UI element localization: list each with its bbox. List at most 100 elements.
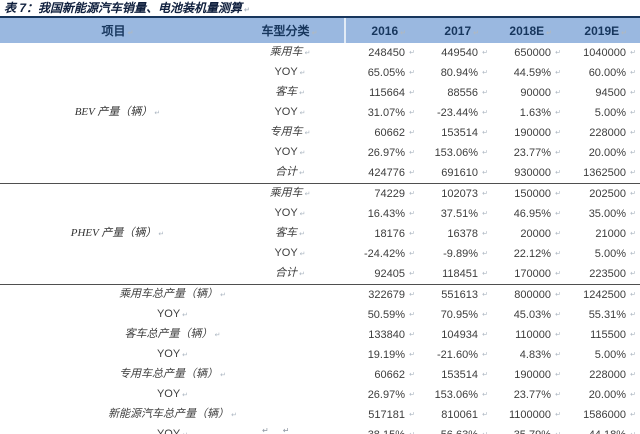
value-cell: 92405 [345,264,419,285]
value-cell: 1.63% [492,103,565,123]
table-row: YOY50.59%70.95%45.03%55.31% [0,305,640,325]
value-cell: 26.97% [345,143,419,163]
value-cell: 190000 [492,365,565,385]
value-cell: 4.83% [492,345,565,365]
value-cell: 37.51% [419,204,492,224]
value-cell: 60662 [345,123,419,143]
value-cell: 153.06% [419,143,492,163]
value-cell: 1040000 [565,43,640,63]
value-cell: 70.95% [419,305,492,325]
value-cell: 60662 [345,365,419,385]
value-cell: 170000 [492,264,565,285]
summary-label: YOY [0,345,345,365]
vehicle-type-cell: 合计 [235,163,345,184]
value-cell: 74229 [345,184,419,205]
value-cell: 21000 [565,224,640,244]
title-divider [0,16,640,18]
value-cell: 44.59% [492,63,565,83]
value-cell: 691610 [419,163,492,184]
table-row: YOY16.43%37.51%46.95%35.00% [0,204,640,224]
vehicle-type-cell: YOY [235,103,345,123]
header-2017: 2017 [419,18,492,43]
value-cell: 133840 [345,325,419,345]
value-cell: 153514 [419,123,492,143]
value-cell: -21.60% [419,345,492,365]
value-cell: 60.00% [565,63,640,83]
report-table: 项目 车型分类 2016 2017 2018E 2019E BEV 产量（辆）乘… [0,18,640,434]
value-cell: 517181 [345,405,419,425]
value-cell: 45.03% [492,305,565,325]
value-cell: 31.07% [345,103,419,123]
vehicle-type-cell: 客车 [235,224,345,244]
summary-label: 客车总产量（辆） [0,325,345,345]
value-cell: -24.42% [345,244,419,264]
value-cell: 1100000 [492,405,565,425]
table-group: PHEV 产量（辆）乘用车74229102073150000202500YOY1… [0,183,640,285]
table-row: YOY31.07%-23.44%1.63%5.00% [0,103,640,123]
table-row: 客车18176163782000021000 [0,224,640,244]
table-row: YOY38.15%56.63%35.79%44.18% [0,425,640,434]
header-2019e: 2019E [565,18,640,43]
value-cell: 19.19% [345,345,419,365]
value-cell: 104934 [419,325,492,345]
vehicle-type-cell: YOY [235,244,345,264]
vehicle-type-cell: YOY [235,143,345,163]
table-header-row: 项目 车型分类 2016 2017 2018E 2019E [0,18,640,43]
table-row: YOY26.97%153.06%23.77%20.00% [0,385,640,405]
table-row: PHEV 产量（辆）乘用车74229102073150000202500 [0,184,640,239]
value-cell: 16.43% [345,204,419,224]
vehicle-type-cell: 合计 [235,264,345,285]
summary-label: 乘用车总产量（辆） [0,285,345,306]
table-row: YOY26.97%153.06%23.77%20.00% [0,143,640,163]
vehicle-type-cell: 乘用车 [235,43,345,63]
value-cell: 248450 [345,43,419,63]
group-label: BEV 产量（辆） [0,43,235,184]
value-cell: 1362500 [565,163,640,184]
value-cell: 35.00% [565,204,640,224]
value-cell: 22.12% [492,244,565,264]
header-project: 项目 [0,18,235,43]
value-cell: 223500 [565,264,640,285]
value-cell: 38.15% [345,425,419,434]
value-cell: 5.00% [565,345,640,365]
value-cell: 88556 [419,83,492,103]
value-cell: -23.44% [419,103,492,123]
value-cell: 18176 [345,224,419,244]
value-cell: 202500 [565,184,640,205]
value-cell: 5.00% [565,103,640,123]
table-row: BEV 产量（辆）乘用车2484504495406500001040000 [0,43,640,118]
table-row: 专用车总产量（辆）60662153514190000228000 [0,365,640,385]
table-row: 新能源汽车总产量（辆）51718181006111000001586000 [0,405,640,425]
value-cell: 110000 [492,325,565,345]
value-cell: 90000 [492,83,565,103]
value-cell: 449540 [419,43,492,63]
value-cell: 23.77% [492,385,565,405]
value-cell: 44.18% [565,425,640,434]
group-label: PHEV 产量（辆） [0,184,235,285]
value-cell: 56.63% [419,425,492,434]
table-row: YOY-24.42%-9.89%22.12%5.00% [0,244,640,264]
value-cell: 150000 [492,184,565,205]
value-cell: 810061 [419,405,492,425]
summary-label: 专用车总产量（辆） [0,365,345,385]
summary-label: YOY [0,425,345,434]
table-row: 客车115664885569000094500 [0,83,640,103]
vehicle-type-cell: YOY [235,204,345,224]
table-row: 客车总产量（辆）133840104934110000115500 [0,325,640,345]
vehicle-type-cell: 乘用车 [235,184,345,205]
summary-label: YOY [0,385,345,405]
value-cell: 322679 [345,285,419,306]
vehicle-type-cell: 专用车 [235,123,345,143]
value-cell: 16378 [419,224,492,244]
summary-label: YOY [0,305,345,325]
value-cell: 50.59% [345,305,419,325]
value-cell: 46.95% [492,204,565,224]
value-cell: 20.00% [565,385,640,405]
table-row: 专用车60662153514190000228000 [0,123,640,143]
value-cell: 80.94% [419,63,492,83]
header-2018e: 2018E [492,18,565,43]
value-cell: 650000 [492,43,565,63]
value-cell: 1242500 [565,285,640,306]
value-cell: 26.97% [345,385,419,405]
